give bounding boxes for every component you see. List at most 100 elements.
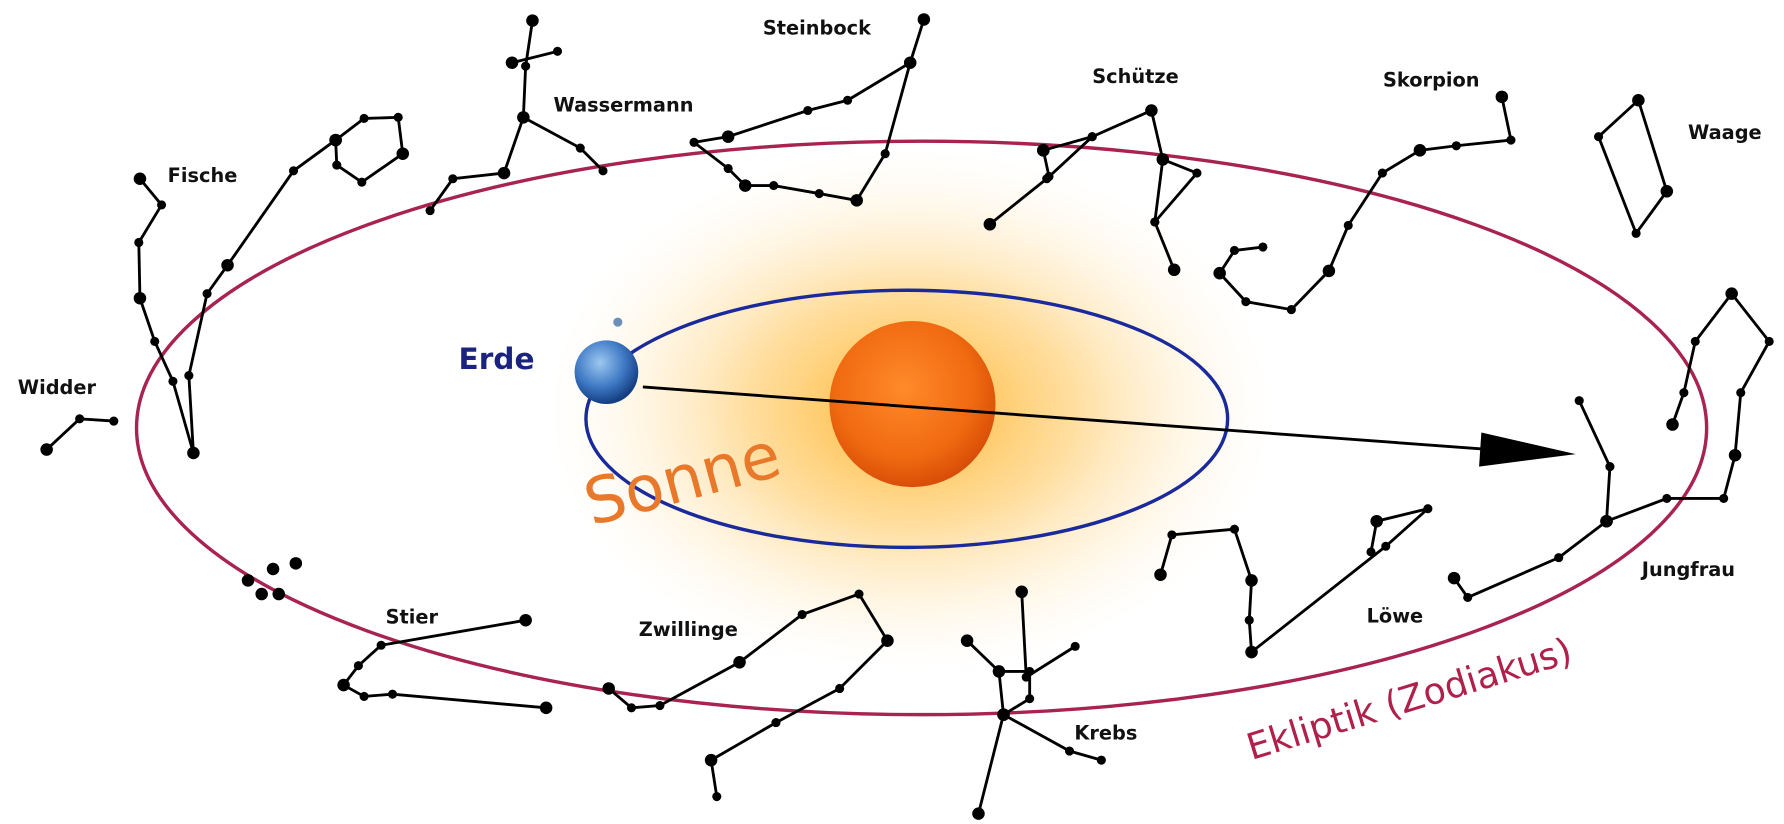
star xyxy=(203,289,212,298)
star xyxy=(290,557,303,570)
star xyxy=(1736,388,1745,397)
star xyxy=(1679,388,1688,397)
star xyxy=(337,679,350,692)
star xyxy=(1423,504,1432,513)
star xyxy=(1157,153,1170,166)
star xyxy=(993,665,1006,678)
star xyxy=(388,690,397,699)
star xyxy=(655,701,664,710)
star xyxy=(984,218,997,231)
ecliptic-label: Ekliptik (Zodiakus) xyxy=(1242,629,1577,769)
star xyxy=(972,807,985,820)
star xyxy=(1600,515,1613,528)
star xyxy=(553,47,562,56)
star xyxy=(1323,265,1336,278)
star xyxy=(150,337,159,346)
star xyxy=(377,641,386,650)
star xyxy=(1230,246,1239,255)
star xyxy=(521,62,530,71)
star xyxy=(448,174,457,183)
star xyxy=(881,634,894,647)
star xyxy=(1230,525,1239,534)
star xyxy=(904,56,917,69)
star xyxy=(360,692,369,701)
star xyxy=(1729,449,1742,462)
star xyxy=(997,708,1010,721)
star xyxy=(1044,172,1053,181)
star xyxy=(1167,530,1176,539)
star xyxy=(1168,264,1181,277)
star-line xyxy=(1252,509,1428,652)
star xyxy=(1258,242,1267,251)
star xyxy=(540,702,553,715)
star xyxy=(1065,747,1074,756)
star xyxy=(289,166,298,175)
star xyxy=(157,200,166,209)
star-line xyxy=(1599,100,1667,233)
star xyxy=(1071,642,1080,651)
star xyxy=(255,588,268,601)
star xyxy=(1661,185,1674,198)
star xyxy=(854,589,863,598)
star xyxy=(798,610,807,619)
star xyxy=(1605,462,1614,471)
star xyxy=(1245,616,1254,625)
star xyxy=(1366,547,1375,556)
star xyxy=(1496,91,1509,104)
star xyxy=(771,718,780,727)
star xyxy=(267,563,280,576)
star xyxy=(1145,104,1158,117)
star xyxy=(498,167,511,180)
star xyxy=(1448,572,1461,585)
constellation-label: Stier xyxy=(386,606,439,629)
star xyxy=(1765,337,1774,346)
star xyxy=(1150,217,1159,226)
star xyxy=(1554,553,1563,562)
star xyxy=(426,206,435,215)
star xyxy=(1247,648,1256,657)
star xyxy=(354,661,363,670)
star-line xyxy=(523,117,603,170)
star xyxy=(689,138,698,147)
star xyxy=(1463,593,1472,602)
star xyxy=(272,588,285,601)
star xyxy=(1287,305,1296,314)
star xyxy=(803,106,812,115)
star xyxy=(918,13,931,26)
star xyxy=(1452,141,1461,150)
star xyxy=(332,161,341,170)
star xyxy=(722,130,735,143)
star-line xyxy=(47,419,114,450)
star xyxy=(1192,169,1201,178)
star xyxy=(519,614,532,627)
constellation-label: Jungfrau xyxy=(1640,558,1735,581)
star xyxy=(397,147,410,160)
constellation-label: Krebs xyxy=(1074,722,1137,745)
star xyxy=(602,682,615,695)
star xyxy=(134,173,147,186)
star xyxy=(109,417,118,426)
star xyxy=(1370,515,1383,528)
star xyxy=(1662,494,1671,503)
zodiac-diagram: Erde Sonne Ekliptik (Zodiakus) Steinbock… xyxy=(0,0,1784,824)
star xyxy=(242,574,255,587)
star xyxy=(1245,574,1258,587)
star xyxy=(1506,136,1515,145)
star xyxy=(1154,568,1167,581)
constellation-label: Wassermann xyxy=(553,94,693,117)
constellation-label: Steinbock xyxy=(763,16,872,39)
star xyxy=(1634,96,1643,105)
constellation-label: Waage xyxy=(1688,121,1762,144)
constellation-label: Widder xyxy=(18,376,97,399)
star xyxy=(394,113,403,122)
star xyxy=(627,703,636,712)
star-line xyxy=(1579,401,1610,522)
star-line xyxy=(512,51,558,62)
star xyxy=(329,134,342,147)
star xyxy=(1414,144,1427,157)
star xyxy=(843,96,852,105)
star xyxy=(40,443,53,456)
star xyxy=(1344,221,1353,230)
star xyxy=(961,634,974,647)
star xyxy=(576,143,585,152)
